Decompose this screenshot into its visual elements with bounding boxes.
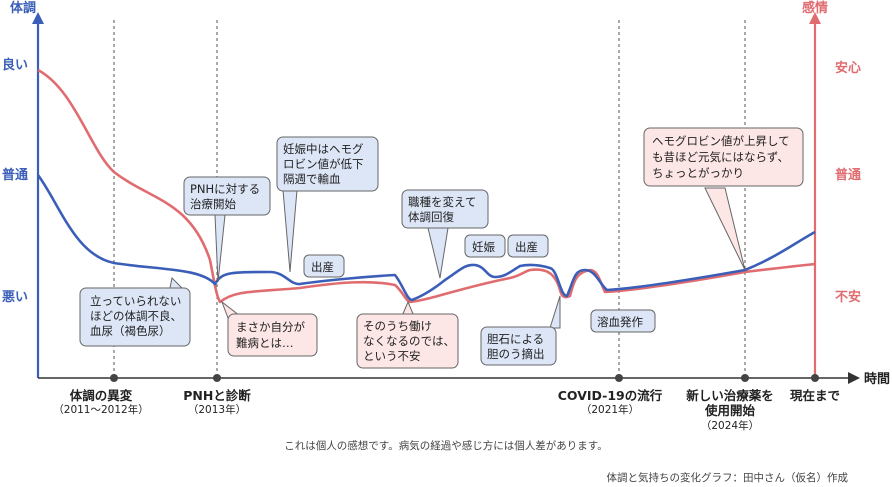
x-event-label: PNHと診断 bbox=[183, 388, 251, 403]
annotation-line: まさか自分が bbox=[236, 320, 305, 334]
annotation-line: 妊娠 bbox=[472, 240, 495, 254]
left-axis-tick: 良い bbox=[2, 57, 28, 73]
x-axis-title: 時間 bbox=[864, 371, 890, 387]
annotation-red-1: まさか自分が 難病とは… bbox=[227, 313, 318, 357]
annotation-line: ヘモグロビン値が上昇して bbox=[652, 134, 790, 148]
x-axis-event-dot bbox=[811, 374, 819, 382]
annotation-blue-7: 出産 bbox=[507, 234, 549, 258]
series-line-emotion bbox=[37, 68, 816, 304]
annotation-line: 立っていられない bbox=[90, 294, 181, 308]
left-axis-tick: 普通 bbox=[2, 167, 28, 183]
x-event-sub: （2021年） bbox=[581, 403, 639, 416]
annotation-line: PNHに対する bbox=[190, 182, 260, 196]
annotation-line: 難病とは… bbox=[236, 336, 294, 350]
annotation-blue-3: 妊娠中はヘモグ ロビン値が低下 隔週で輸血 bbox=[276, 136, 379, 192]
annotation-line: ほどの体調不良、 bbox=[90, 309, 182, 323]
annotation-blue-4: 出産 bbox=[303, 254, 345, 278]
right-axis-tick: 不安 bbox=[835, 289, 861, 305]
right-axis-tick: 普通 bbox=[835, 167, 861, 183]
x-event-label: 現在まで bbox=[790, 388, 840, 403]
annotation-blue-2: PNHに対する 治療開始 bbox=[183, 176, 271, 216]
x-event-label: 体調の異変 bbox=[70, 388, 133, 403]
annotation-line: 出産 bbox=[515, 240, 538, 254]
annotation-line: そのうち働け bbox=[363, 319, 432, 333]
footnote: これは個人の感想です。病気の経過や感じ方には個人差があります。 bbox=[284, 439, 607, 452]
annotation-line: も昔ほど元気にはならず、 bbox=[652, 150, 789, 164]
annotation-line: 妊娠中はヘモグ bbox=[283, 142, 364, 156]
annotation-line: ロビン値が低下 bbox=[283, 157, 364, 171]
x-axis-event-dot bbox=[741, 374, 749, 382]
annotation-blue-1: 立っていられない ほどの体調不良、 血尿（褐色尿） bbox=[79, 287, 191, 347]
x-axis-event-dot bbox=[110, 374, 118, 382]
x-event-sub: （2024年） bbox=[701, 419, 759, 432]
right-axis-title: 感情 bbox=[802, 0, 828, 16]
annotation-blue-5: 職種を変えて 体調回復 bbox=[401, 189, 489, 229]
annotation-line: ちょっとがっかり bbox=[652, 166, 744, 180]
x-axis-event-dot bbox=[213, 374, 221, 382]
right-axis: 感情 安心 普通 不安 bbox=[802, 0, 861, 378]
annotation-line: 出産 bbox=[311, 260, 334, 274]
left-axis-tick: 悪い bbox=[2, 290, 28, 305]
x-event-label: COVID-19の流行 bbox=[558, 388, 663, 403]
annotation-line: なくなるのでは、 bbox=[363, 334, 455, 348]
x-event-sub: （2013年） bbox=[188, 403, 246, 416]
annotation-blue-8: 胆石による 胆のう摘出 bbox=[480, 326, 557, 366]
annotation-line: 職種を変えて bbox=[408, 195, 476, 209]
annotation-line: 治療開始 bbox=[190, 197, 236, 211]
annotation-line: という不安 bbox=[363, 349, 421, 363]
right-axis-tick: 安心 bbox=[835, 60, 861, 76]
annotation-red-2: そのうち働け なくなるのでは、 という不安 bbox=[356, 313, 459, 369]
x-axis-event-dot bbox=[615, 374, 623, 382]
left-axis: 体調 良い 普通 悪い bbox=[2, 0, 44, 378]
annotation-blue-9: 溶血発作 bbox=[590, 309, 656, 333]
x-event-label: 使用開始 bbox=[704, 403, 756, 418]
x-event-label: 新しい治療薬を bbox=[686, 388, 774, 403]
annotation-red-3: ヘモグロビン値が上昇して も昔ほど元気にはならず、 ちょっとがっかり bbox=[643, 127, 804, 187]
x-event-sub: （2011～2012年） bbox=[53, 403, 148, 416]
annotation-line: 溶血発作 bbox=[597, 315, 643, 329]
annotation-line: 隔週で輸血 bbox=[283, 172, 341, 186]
x-axis: 時間 体調の異変 （2011～2012年） PNHと診断 （2013年） COV… bbox=[38, 371, 890, 432]
annotation-line: 胆のう摘出 bbox=[487, 347, 545, 361]
annotation-blue-6: 妊娠 bbox=[464, 234, 506, 258]
credit: 体調と気持ちの変化グラフ：田中さん（仮名）作成 bbox=[607, 471, 849, 484]
annotation-line: 胆石による bbox=[487, 332, 544, 346]
annotation-line: 体調回復 bbox=[408, 210, 454, 224]
left-axis-title: 体調 bbox=[10, 0, 36, 16]
annotation-line: 血尿（褐色尿） bbox=[90, 324, 171, 338]
